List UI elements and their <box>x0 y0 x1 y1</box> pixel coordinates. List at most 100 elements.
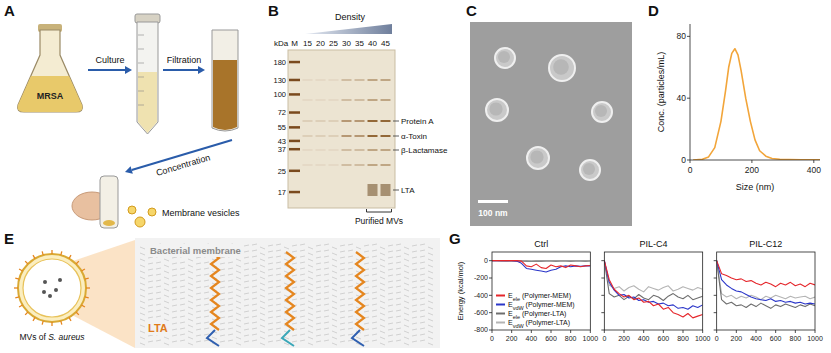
x-tick-label: 200 <box>506 335 518 342</box>
lta-spike <box>76 261 79 264</box>
x-tick <box>492 330 493 333</box>
sample-band <box>368 164 378 166</box>
lipid-anchor <box>282 330 294 346</box>
lta-spike <box>19 269 22 271</box>
lta-spike <box>51 250 52 254</box>
scale-label: 100 nm <box>478 208 508 218</box>
marker-band <box>289 148 300 151</box>
y-tick <box>601 312 604 313</box>
x-tick <box>716 330 717 333</box>
lta-spike <box>61 321 62 325</box>
vesicle <box>549 55 575 81</box>
x-tick-label: 200 <box>618 335 630 342</box>
tem-image <box>470 22 632 226</box>
lta-spike <box>25 312 28 315</box>
membrane-view <box>135 238 440 348</box>
band-label: α-Toxin <box>401 132 427 141</box>
y-tick <box>714 260 717 261</box>
x-tick <box>511 330 512 333</box>
panel-e: Bacterial membraneLTAMVs of S. aureus <box>14 238 440 348</box>
label-patch <box>146 321 170 335</box>
scale-bar <box>478 200 508 203</box>
y-tick <box>489 330 492 331</box>
x-tick-label: 800 <box>565 335 577 342</box>
x-tick-label: 200 <box>730 335 742 342</box>
figure: MRSACultureFiltrationConcentrationMembra… <box>0 0 831 353</box>
sample-band <box>316 79 326 81</box>
sample-band <box>342 99 352 101</box>
sample-band <box>342 79 352 81</box>
sample-band <box>368 135 378 137</box>
gel <box>288 50 395 208</box>
panel-letter: D <box>648 2 659 19</box>
y-tick <box>601 330 604 331</box>
x-tick-label: 400 <box>525 335 537 342</box>
arrow-head <box>125 166 133 174</box>
marker-band <box>289 126 300 129</box>
x-tick <box>813 160 814 163</box>
legend: Eele (Polymer-MEM)EvdW (Polymer-MEM)Eele… <box>496 292 575 329</box>
lane-label: 35 <box>355 39 364 48</box>
vesicle <box>495 48 515 68</box>
culture-liquid <box>18 76 83 112</box>
y-tick <box>601 295 604 296</box>
legend-subscript: ele <box>513 314 520 320</box>
x-tick-label: 600 <box>545 335 557 342</box>
vesicle <box>128 206 136 214</box>
lta-smear <box>381 184 391 196</box>
vesicle <box>148 208 156 216</box>
y-tick <box>489 295 492 296</box>
arrow <box>88 66 132 74</box>
tube-liquid <box>138 72 157 133</box>
series-line <box>717 261 815 287</box>
x-tick-label: 0 <box>688 165 693 175</box>
lta-spike <box>15 297 19 298</box>
legend-swatch <box>496 295 505 297</box>
lta-molecule <box>356 252 364 330</box>
sample-band <box>316 164 326 166</box>
lta-molecule <box>211 252 219 330</box>
x-tick <box>775 330 776 333</box>
sample-band <box>303 149 313 151</box>
sample-band <box>368 79 378 81</box>
marker-label: 100 <box>273 90 286 99</box>
marker-label: 25 <box>278 167 286 176</box>
marker-band <box>289 170 300 173</box>
panel-b: DensitykDaM15202530354045180130100725543… <box>273 12 447 226</box>
sample-band <box>329 79 339 81</box>
y-tick <box>489 312 492 313</box>
lta-smear <box>368 184 378 196</box>
band-label: Protein A <box>401 117 434 126</box>
chart: 020040004080Size (nm)Conc. (particles/mL… <box>656 24 821 192</box>
y-tick <box>601 260 604 261</box>
legend-swatch <box>496 304 505 306</box>
vesicle <box>135 217 145 227</box>
series-line <box>717 261 815 300</box>
cargo <box>48 294 52 298</box>
x-tick-label: 1000 <box>695 335 711 342</box>
x-tick-label: 400 <box>638 335 650 342</box>
sample-band <box>355 99 365 101</box>
chart-title: Ctrl <box>534 239 548 249</box>
vesicle-core <box>498 51 510 63</box>
gradient-label: Density <box>335 12 366 22</box>
tube <box>212 30 238 131</box>
x-tick <box>795 330 796 333</box>
sample-band <box>329 135 339 137</box>
y-tick <box>601 278 604 279</box>
x-tick-label: 400 <box>750 335 762 342</box>
sample-band <box>303 135 313 137</box>
x-tick-label: 600 <box>657 335 669 342</box>
vesicle-inner <box>23 259 81 317</box>
marker-label: 37 <box>278 145 286 154</box>
sample-band <box>316 99 326 101</box>
sample-band <box>342 120 352 122</box>
x-tick <box>590 330 591 333</box>
y-tick <box>714 330 717 331</box>
x-tick-label: 0 <box>602 335 606 342</box>
chart-title: PIL-C12 <box>749 239 782 249</box>
y-axis <box>690 24 691 160</box>
panel-letter: B <box>268 2 279 19</box>
sample-band <box>355 135 365 137</box>
vesicle <box>527 147 549 169</box>
